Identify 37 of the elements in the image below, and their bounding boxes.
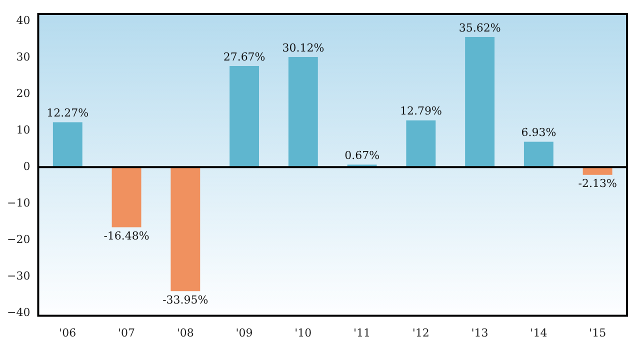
data-label: -16.48% <box>104 230 150 243</box>
bar <box>465 36 495 168</box>
x-tick-label: '09 <box>236 326 253 340</box>
x-tick-label: '07 <box>118 326 136 340</box>
y-tick-label: −10 <box>6 196 30 210</box>
data-label: -2.13% <box>578 177 617 190</box>
data-label: 6.93% <box>521 126 556 140</box>
bar <box>288 57 318 168</box>
x-tick-label: '14 <box>530 326 548 340</box>
y-tick-label: −40 <box>6 306 30 320</box>
y-tick-label: 20 <box>16 86 30 100</box>
data-label: 30.12% <box>282 41 324 54</box>
bar <box>230 66 260 168</box>
data-label: 27.67% <box>223 50 266 64</box>
data-label: -33.95% <box>162 293 208 306</box>
bar <box>406 120 436 168</box>
x-tick-label: '11 <box>354 326 371 340</box>
data-label: 12.79% <box>400 104 442 118</box>
x-tick-label: '12 <box>412 326 430 340</box>
x-tick-label: '08 <box>176 326 194 340</box>
data-label: 0.67% <box>344 149 380 162</box>
y-tick-label: 0 <box>23 160 30 173</box>
y-tick-label: 30 <box>16 50 30 64</box>
x-tick-label: '15 <box>589 326 606 340</box>
x-tick-label: '13 <box>471 326 488 340</box>
bar <box>524 142 554 168</box>
bar <box>52 122 82 168</box>
bar <box>170 167 200 292</box>
x-tick-label: '06 <box>59 326 76 340</box>
x-tick-label: '10 <box>294 326 312 340</box>
data-label: 35.62% <box>458 21 501 34</box>
data-label: 12.27% <box>46 106 89 120</box>
y-tick-label: −30 <box>6 270 30 283</box>
y-tick-label: 10 <box>16 123 30 136</box>
y-tick-label: 40 <box>16 14 30 27</box>
y-tick-label: −20 <box>6 233 30 246</box>
bar <box>112 167 142 228</box>
